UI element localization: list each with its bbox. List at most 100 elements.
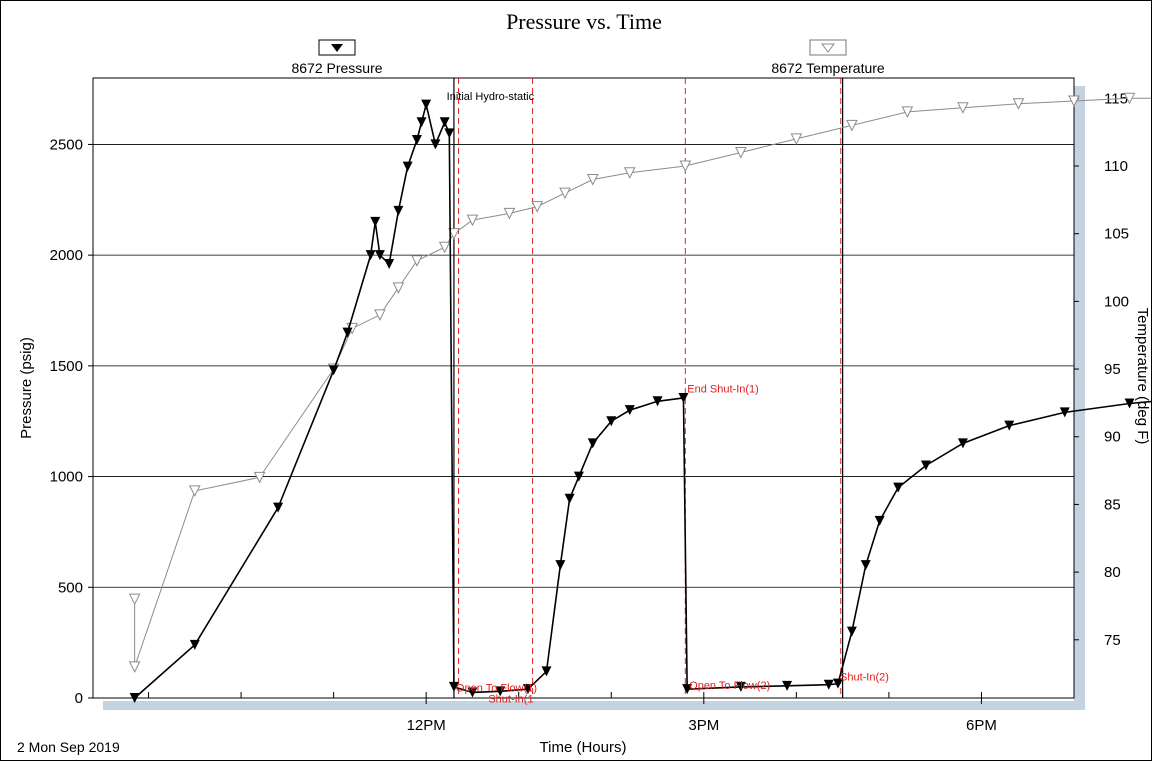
temperature-point bbox=[559, 187, 571, 200]
temperature-point bbox=[846, 119, 858, 132]
pressure-point bbox=[522, 684, 533, 695]
pressure-point bbox=[573, 471, 584, 482]
plot-area bbox=[92, 77, 1075, 699]
pressure-marker-icon bbox=[331, 44, 343, 52]
footer-date: 2 Mon Sep 2019 bbox=[17, 739, 120, 755]
legend-pressure: 8672 Pressure bbox=[291, 39, 383, 76]
pressure-point bbox=[541, 666, 552, 677]
pressure-point bbox=[555, 560, 566, 571]
pressure-point bbox=[189, 639, 200, 650]
pressure-point bbox=[411, 135, 422, 145]
pressure-point bbox=[957, 438, 968, 449]
temperature-point bbox=[1012, 98, 1025, 110]
y-left-tick-label: 0 bbox=[75, 690, 83, 707]
pressure-point bbox=[467, 687, 478, 698]
temperature-point bbox=[188, 485, 201, 498]
pressure-point bbox=[328, 365, 339, 376]
temperature-point bbox=[374, 309, 386, 322]
legend-pressure-label: 8672 Pressure bbox=[291, 60, 382, 76]
pressure-point bbox=[416, 117, 427, 128]
temperature-point bbox=[392, 282, 405, 294]
y-left-tick-label: 1500 bbox=[50, 358, 83, 375]
pressure-point bbox=[421, 99, 432, 110]
pressure-point bbox=[860, 560, 871, 571]
pressure-point bbox=[587, 438, 598, 449]
temperature-point bbox=[448, 228, 460, 240]
pressure-point bbox=[1004, 420, 1015, 431]
pressure-point bbox=[129, 693, 140, 703]
pressure-point bbox=[444, 128, 455, 139]
pressure-point bbox=[823, 679, 834, 690]
x-tick-label: 12PM bbox=[407, 717, 446, 734]
x-tick-label: 6PM bbox=[966, 717, 997, 734]
temperature-line bbox=[134, 97, 1151, 668]
temperature-point bbox=[901, 106, 914, 118]
event-lines bbox=[453, 78, 844, 698]
x-axis-title: Time (Hours) bbox=[540, 739, 627, 756]
pressure-point bbox=[430, 139, 441, 150]
temperature-point bbox=[623, 167, 636, 179]
temperature-point bbox=[531, 201, 544, 213]
pressure-point bbox=[365, 250, 376, 261]
temperature-series bbox=[128, 92, 1151, 673]
y-left-tick-label: 2500 bbox=[50, 136, 83, 153]
right-axis-shadow bbox=[1074, 86, 1085, 706]
annotation-label: Open To Flow(2) bbox=[689, 680, 770, 692]
pressure-point bbox=[735, 681, 746, 692]
pressure-point bbox=[920, 460, 931, 471]
x-axis-ticks: 12PM 3PM 6PM bbox=[407, 717, 997, 734]
pressure-point bbox=[846, 626, 857, 637]
temperature-point bbox=[253, 471, 266, 484]
pressure-point bbox=[678, 392, 689, 403]
legend-temperature-label: 8672 Temperature bbox=[771, 60, 885, 76]
pressure-point bbox=[606, 416, 617, 427]
pressure-point bbox=[1059, 407, 1070, 418]
temperature-point bbox=[790, 133, 803, 146]
pressure-point bbox=[874, 515, 885, 526]
pressure-point bbox=[652, 396, 663, 407]
pressure-point bbox=[402, 161, 413, 172]
pressure-point bbox=[495, 686, 506, 697]
pressure-point bbox=[370, 216, 381, 227]
temperature-point bbox=[1068, 95, 1080, 108]
y-axis-right-title: Temperature (deg F) bbox=[1134, 308, 1151, 445]
pressure-point bbox=[439, 117, 450, 128]
y-axis-left-title: Pressure (psig) bbox=[18, 337, 35, 439]
y-right-tick-label: 85 bbox=[1104, 496, 1121, 513]
y-left-tick-label: 1000 bbox=[50, 469, 83, 486]
temperature-point bbox=[1123, 92, 1136, 105]
temperature-point bbox=[503, 207, 516, 220]
y-right-tick-label: 100 bbox=[1104, 293, 1129, 310]
y-left-tick-label: 500 bbox=[58, 579, 83, 596]
annotation-label: End Shut-In(1) bbox=[687, 383, 759, 395]
legend-temperature: 8672 Temperature bbox=[771, 39, 885, 76]
y-right-tick-label: 80 bbox=[1104, 564, 1121, 581]
pressure-point bbox=[273, 502, 284, 513]
annotation-label: Shut-In(1 bbox=[488, 693, 533, 705]
pressure-point bbox=[893, 482, 904, 493]
pressure-point bbox=[682, 684, 693, 695]
pressure-point bbox=[384, 259, 395, 269]
temperature-point bbox=[957, 102, 969, 114]
temperature-point bbox=[438, 241, 451, 254]
x-tick-label: 3PM bbox=[688, 717, 719, 734]
pressure-point bbox=[448, 681, 459, 692]
y-right-tick-label: 90 bbox=[1104, 429, 1121, 446]
temperature-point bbox=[466, 214, 479, 227]
annotation-label: Shut-In(2) bbox=[840, 671, 889, 683]
temperature-point bbox=[128, 593, 141, 606]
pressure-point bbox=[564, 493, 575, 504]
chart-title: Pressure vs. Time bbox=[506, 9, 662, 34]
annotation-label: Initial Hydro-static bbox=[447, 91, 535, 103]
temperature-marker-icon bbox=[821, 43, 835, 53]
bottom-axis-shadow bbox=[103, 701, 1085, 710]
temperature-point bbox=[586, 174, 599, 186]
pressure-point bbox=[833, 678, 844, 689]
y-left-tick-label: 2000 bbox=[50, 247, 83, 264]
pressure-line bbox=[134, 104, 1151, 699]
annotation-label: Open To Flow(1) bbox=[456, 682, 537, 694]
